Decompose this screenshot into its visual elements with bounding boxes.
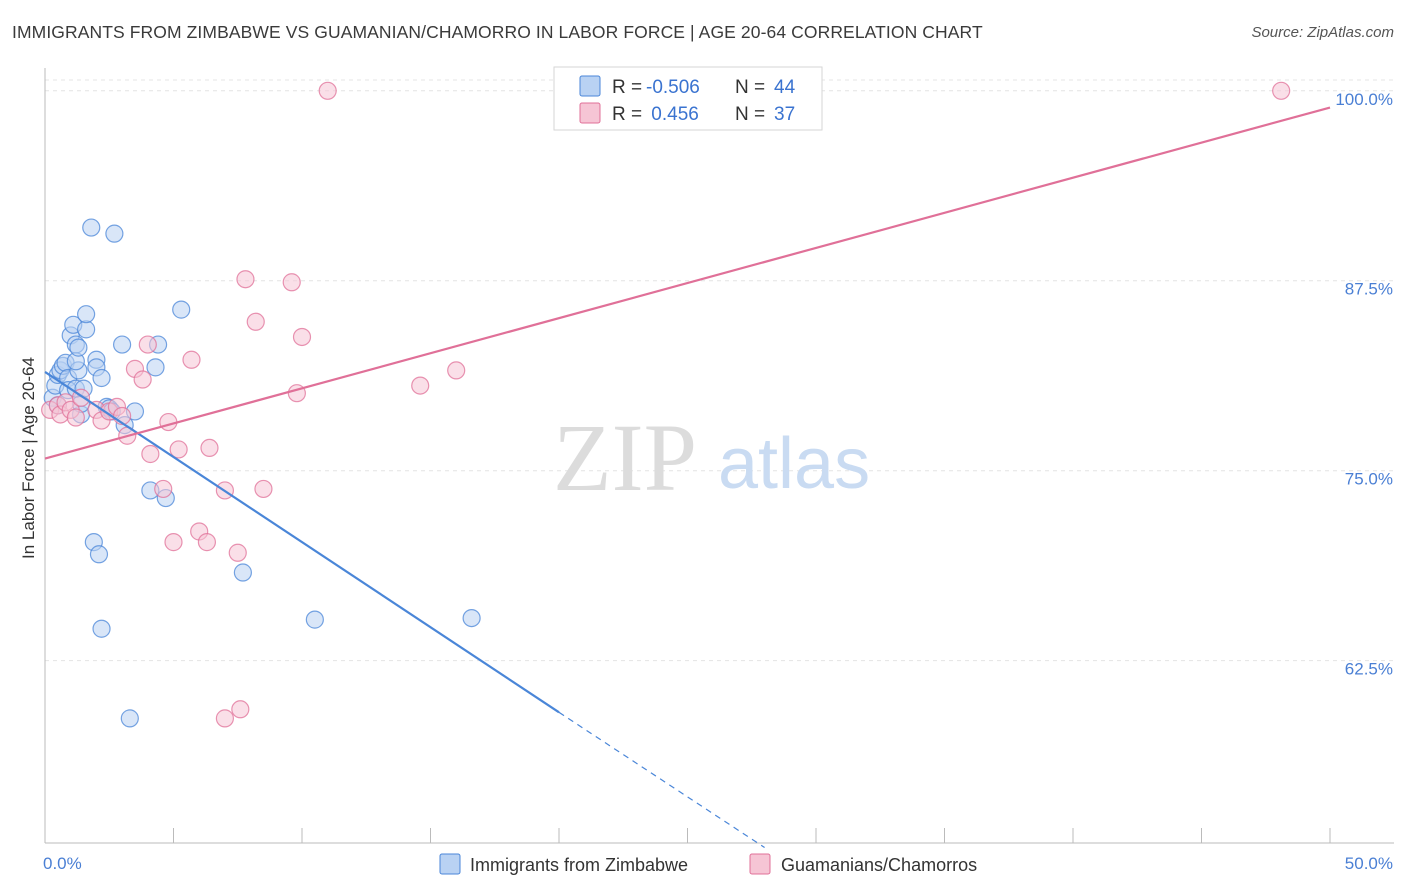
data-point [105, 224, 124, 243]
data-point [120, 709, 139, 728]
trendline-extension [558, 711, 765, 849]
watermark-atlas: atlas [718, 424, 870, 504]
data-point [169, 440, 188, 459]
data-point [77, 305, 96, 324]
y-tick-label: 100.0% [1335, 90, 1393, 109]
data-point [233, 563, 252, 582]
axes [44, 68, 1394, 844]
data-point [77, 320, 96, 339]
data-point [215, 709, 234, 728]
legend-swatch-pink [579, 102, 601, 124]
data-point [447, 361, 466, 380]
trendline [44, 106, 1331, 460]
legend-r-label: R = [612, 104, 642, 125]
data-point [292, 327, 312, 347]
legend-n-label: N = [735, 104, 765, 125]
watermark-zip: ZIP [553, 404, 697, 511]
legend-n-value: 37 [774, 104, 795, 125]
data-point [133, 370, 152, 389]
data-point [159, 412, 178, 432]
data-point [141, 444, 160, 464]
data-point [154, 479, 173, 499]
data-point [305, 610, 324, 629]
trendline [44, 371, 560, 714]
trendlines [44, 106, 1331, 849]
data-point [411, 376, 430, 395]
data-point [282, 273, 301, 292]
data-point [112, 335, 132, 354]
x-tick-label: 50.0% [1345, 854, 1393, 873]
source-credit: Source: ZipAtlas.com [1251, 24, 1394, 41]
data-point [82, 218, 101, 237]
legend-r-label: R = [612, 77, 642, 98]
data-point [1272, 81, 1291, 100]
data-point [138, 335, 157, 354]
data-point [254, 479, 273, 499]
correlation-legend: R = -0.506 N = 44 R = 0.456 N = 37 [553, 66, 823, 131]
series-legend: Immigrants from Zimbabwe Guamanians/Cham… [439, 853, 977, 875]
data-point [164, 533, 183, 552]
data-point [231, 700, 250, 719]
y-tick-labels: 62.5% 75.0% 87.5% 100.0% [1335, 90, 1393, 679]
bottom-legend-swatch-blue [439, 853, 461, 875]
legend-n-value: 44 [774, 77, 796, 98]
series-zimbabwe-points [43, 218, 481, 728]
data-point [92, 619, 111, 638]
legend-n-label: N = [735, 77, 765, 98]
data-point [146, 358, 165, 377]
data-point [69, 338, 88, 357]
data-point [92, 368, 111, 388]
legend-r-value: 0.456 [646, 104, 699, 125]
data-point [182, 350, 201, 369]
y-tick-label: 87.5% [1345, 280, 1393, 299]
data-point [172, 300, 191, 319]
legend-r-value: -0.506 [646, 77, 700, 98]
chart-title: IMMIGRANTS FROM ZIMBABWE VS GUAMANIAN/CH… [12, 22, 983, 42]
bottom-legend-label-zimbabwe: Immigrants from Zimbabwe [470, 855, 688, 875]
data-point [66, 408, 85, 427]
bottom-legend-label-guamanian: Guamanians/Chamorros [781, 855, 977, 875]
data-point [89, 545, 109, 564]
data-point [236, 270, 255, 289]
data-point [318, 81, 337, 100]
data-point [246, 312, 265, 331]
y-tick-label: 62.5% [1345, 660, 1393, 679]
x-tick-labels: 0.0% 50.0% [43, 854, 1393, 873]
legend-swatch-blue [579, 75, 601, 97]
data-point [228, 543, 247, 562]
y-axis-title: In Labor Force | Age 20-64 [19, 357, 38, 559]
x-tick-label: 0.0% [43, 854, 82, 873]
bottom-legend-swatch-pink [749, 853, 771, 875]
data-point [200, 438, 219, 458]
y-tick-label: 75.0% [1345, 470, 1393, 489]
data-point [462, 608, 481, 628]
watermark: ZIP atlas [553, 404, 870, 511]
data-point [197, 533, 217, 552]
